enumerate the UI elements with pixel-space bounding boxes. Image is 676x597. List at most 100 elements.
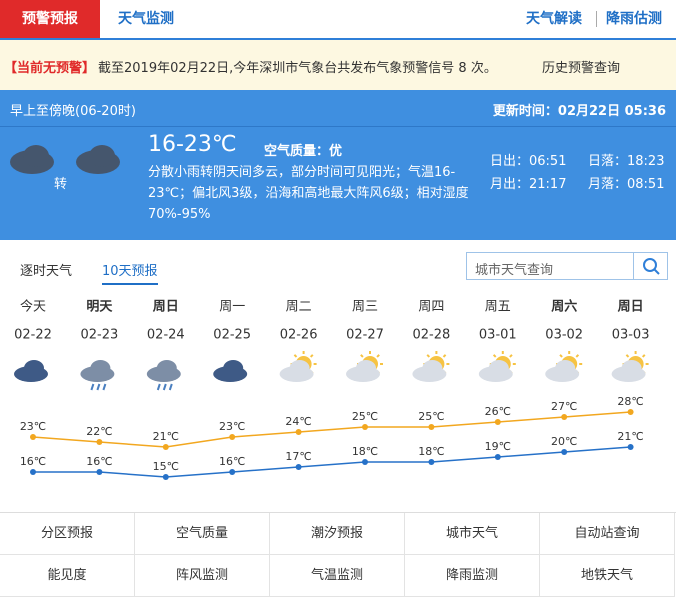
temp-label: 18℃ <box>418 445 444 458</box>
weekday: 周六 <box>551 299 577 315</box>
weekday: 周五 <box>485 300 511 315</box>
moonrise: 月出：21:17 <box>490 177 567 192</box>
weekday: 周日 <box>153 300 179 315</box>
date: 02-24 <box>147 328 185 343</box>
cloud <box>90 360 111 376</box>
tab[interactable]: 天气监测 <box>118 11 174 27</box>
weather-icon <box>611 351 649 382</box>
sunset: 日落：18:23 <box>588 154 665 169</box>
ray <box>575 354 580 358</box>
current-weather: 早上至傍晚(06-20时) 更新时间：02月22日 05:36 转 16-23℃… <box>0 90 676 240</box>
top-nav: 预警预报 天气监测 天气解读 降雨估测 <box>0 0 676 40</box>
search-box[interactable]: 城市天气查询 <box>466 252 668 280</box>
temp-point <box>494 454 501 460</box>
cloud <box>24 360 44 376</box>
ray <box>360 354 364 358</box>
menu: 分区预报 空气质量 潮汐预报 城市天气 自动站查询能见度 阵风监测 气温监测 降雨监测 地铁天气 <box>0 512 676 597</box>
transition: 转 <box>54 177 68 192</box>
drop <box>168 383 173 391</box>
menu-item[interactable]: 能见度 <box>0 555 135 597</box>
menu-item[interactable]: 空气质量 <box>135 513 270 555</box>
temp-line <box>32 411 631 448</box>
description: 分散小雨转阴天间多云，部分时间可见阳光；气温16-23℃；偏北风3级，沿海和高地… <box>148 165 469 222</box>
search-placeholder: 城市天气查询 <box>475 263 554 278</box>
temp-label: 26℃ <box>485 405 511 418</box>
temp-point <box>428 424 435 430</box>
nav-link[interactable]: 天气解读 <box>526 11 582 27</box>
cloud <box>555 360 576 376</box>
date: 03-01 <box>479 328 517 343</box>
date: 02-25 <box>213 328 251 343</box>
drop <box>162 383 167 391</box>
drop <box>102 383 107 391</box>
temp-point <box>627 444 634 450</box>
cloud <box>156 360 177 376</box>
temp-label: 28℃ <box>617 395 643 408</box>
tab[interactable]: 10天预报 <box>102 260 158 285</box>
temp-point <box>96 439 103 445</box>
date: 02-27 <box>346 328 384 343</box>
menu-item[interactable]: 气温监测 <box>270 555 405 597</box>
header: 早上至傍晚(06-20时) 更新时间：02月22日 05:36 <box>0 90 676 127</box>
temp-label: 21℃ <box>617 430 643 443</box>
cloud <box>356 360 376 376</box>
ray <box>509 354 513 358</box>
date: 03-03 <box>612 328 650 343</box>
temp-point <box>162 444 169 450</box>
temp-label: 19℃ <box>485 440 511 453</box>
weather-icon <box>478 351 516 382</box>
temp-label: 24℃ <box>285 415 311 428</box>
update-time: 更新时间：02月22日 05:36 <box>492 104 666 119</box>
cloud <box>223 360 244 376</box>
temp-label: 21℃ <box>153 430 179 443</box>
menu-item[interactable]: 地铁天气 <box>540 555 675 597</box>
temp-label: 23℃ <box>219 420 245 433</box>
search-button[interactable] <box>633 253 668 279</box>
temp-label: 22℃ <box>86 425 112 438</box>
menu-item[interactable]: 分区预报 <box>0 513 135 555</box>
date: 02-26 <box>280 328 318 343</box>
ray <box>293 354 298 358</box>
cloud <box>289 360 310 376</box>
temp-point <box>295 429 302 435</box>
weather-icon <box>213 360 248 382</box>
temp-label: 25℃ <box>352 410 378 423</box>
cloud <box>422 360 443 376</box>
temperature: 16-23℃ <box>148 132 237 157</box>
weather-icon <box>279 351 317 382</box>
drop <box>90 383 95 391</box>
temp-point <box>627 409 634 415</box>
temp-label: 20℃ <box>551 435 577 448</box>
ray <box>442 354 447 358</box>
tab[interactable]: 预警预报 <box>0 0 100 38</box>
menu-item[interactable]: 城市天气 <box>405 513 540 555</box>
weekday: 周二 <box>286 300 312 315</box>
temp-label: 18℃ <box>352 445 378 458</box>
ray <box>309 354 314 358</box>
cloud <box>621 360 642 376</box>
alert-text: 截至2019年02月22日,今年深圳市气象台共发布气象预警信号 8 次。 <box>98 61 497 76</box>
weather-icon <box>10 145 120 174</box>
divider <box>596 11 597 27</box>
temp-point <box>162 474 169 480</box>
weekday: 周四 <box>418 300 444 315</box>
cloud <box>488 360 509 376</box>
weekday: 周一 <box>219 300 245 315</box>
nav-link[interactable]: 降雨估测 <box>606 11 662 27</box>
weather-icon <box>545 351 583 382</box>
temp-point <box>494 419 501 425</box>
menu-item[interactable]: 自动站查询 <box>540 513 675 555</box>
ray <box>625 354 630 358</box>
temp-label: 17℃ <box>285 450 311 463</box>
alert-link[interactable]: 历史预警查询 <box>542 61 621 76</box>
air-quality: 空气质量：优 <box>264 144 343 159</box>
menu-item[interactable]: 降雨监测 <box>405 555 540 597</box>
menu-item[interactable]: 阵风监测 <box>135 555 270 597</box>
tab[interactable]: 逐时天气 <box>20 264 73 279</box>
weekday: 周三 <box>352 300 378 315</box>
moonset: 月落：08:51 <box>588 177 665 192</box>
drop <box>96 383 101 391</box>
menu-item[interactable]: 潮汐预报 <box>270 513 405 555</box>
temp-label: 23℃ <box>20 420 46 433</box>
